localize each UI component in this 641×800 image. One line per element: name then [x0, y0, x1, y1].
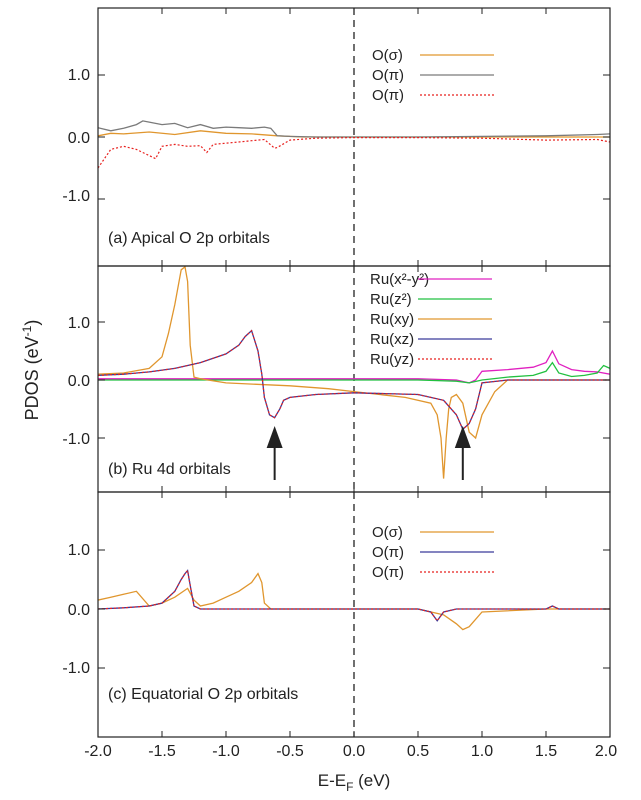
legend-label: Ru(xy) — [370, 311, 414, 328]
x-tick-label: 1.5 — [535, 743, 557, 760]
legend-label: Ru(z²) — [370, 291, 412, 308]
legend-label: O(π) — [372, 544, 404, 561]
x-axis-label: E-EF (eV) — [318, 771, 391, 794]
legend-label: O(σ) — [372, 47, 403, 64]
y-tick-label: 0.0 — [68, 130, 90, 147]
arrow-head — [454, 426, 471, 448]
series-line — [98, 137, 610, 169]
legend-label: O(π) — [372, 564, 404, 581]
panel-title-c: (c) Equatorial O 2p orbitals — [108, 686, 298, 703]
x-tick-label: -0.5 — [276, 743, 304, 760]
legend-label: Ru(yz) — [370, 351, 414, 368]
x-tick-label: -1.0 — [212, 743, 240, 760]
legend-label: O(π) — [372, 67, 404, 84]
arrow-layer — [266, 426, 471, 480]
x-tick-label: 0.5 — [407, 743, 429, 760]
panel-frame — [97, 491, 611, 738]
series-line — [98, 266, 610, 479]
x-tick-labels: -2.0 -1.5 -1.0 -0.5 0.0 0.5 1.0 1.5 2.0 — [84, 743, 617, 760]
y-axis-label: PDOS (eV-1) — [20, 320, 42, 421]
panel-title-b: (b) Ru 4d orbitals — [108, 461, 231, 478]
panel-title-a: (a) Apical O 2p orbitals — [108, 230, 270, 247]
series-line — [98, 349, 610, 384]
series-line — [98, 329, 610, 431]
x-tick-label: 2.0 — [595, 743, 617, 760]
series-line — [98, 569, 610, 622]
y-tick-label: -1.0 — [62, 188, 90, 205]
frame-layer — [97, 7, 611, 738]
y-tick-label: 1.0 — [68, 542, 90, 559]
x-tick-label: 0.0 — [343, 743, 365, 760]
y-tick-labels-b: 1.0 0.0 -1.0 — [62, 315, 90, 448]
y-tick-label: -1.0 — [62, 660, 90, 677]
y-tick-label: 1.0 — [68, 67, 90, 84]
arrow-head — [266, 426, 283, 448]
y-tick-labels-c: 1.0 0.0 -1.0 — [62, 542, 90, 677]
y-tick-label: 1.0 — [68, 315, 90, 332]
y-tick-label: -1.0 — [62, 431, 90, 448]
legend-layer: O(σ) O(π) O(π) Ru(x²-y²) Ru(z²) Ru(xy) Ru(xz) R… — [370, 47, 494, 581]
y-tick-label: 0.0 — [68, 373, 90, 390]
series-line — [98, 361, 610, 384]
series-layer — [98, 120, 610, 631]
legend-label: Ru(x²-y²) — [370, 271, 429, 288]
legend-label: O(σ) — [372, 524, 403, 541]
y-tick-label: 0.0 — [68, 602, 90, 619]
x-tick-label: -2.0 — [84, 743, 112, 760]
legend-label: O(π) — [372, 87, 404, 104]
legend-label: Ru(xz) — [370, 331, 414, 348]
x-tick-label: 1.0 — [471, 743, 493, 760]
y-tick-labels-a: 1.0 0.0 -1.0 — [62, 67, 90, 205]
x-tick-label: -1.5 — [148, 743, 176, 760]
